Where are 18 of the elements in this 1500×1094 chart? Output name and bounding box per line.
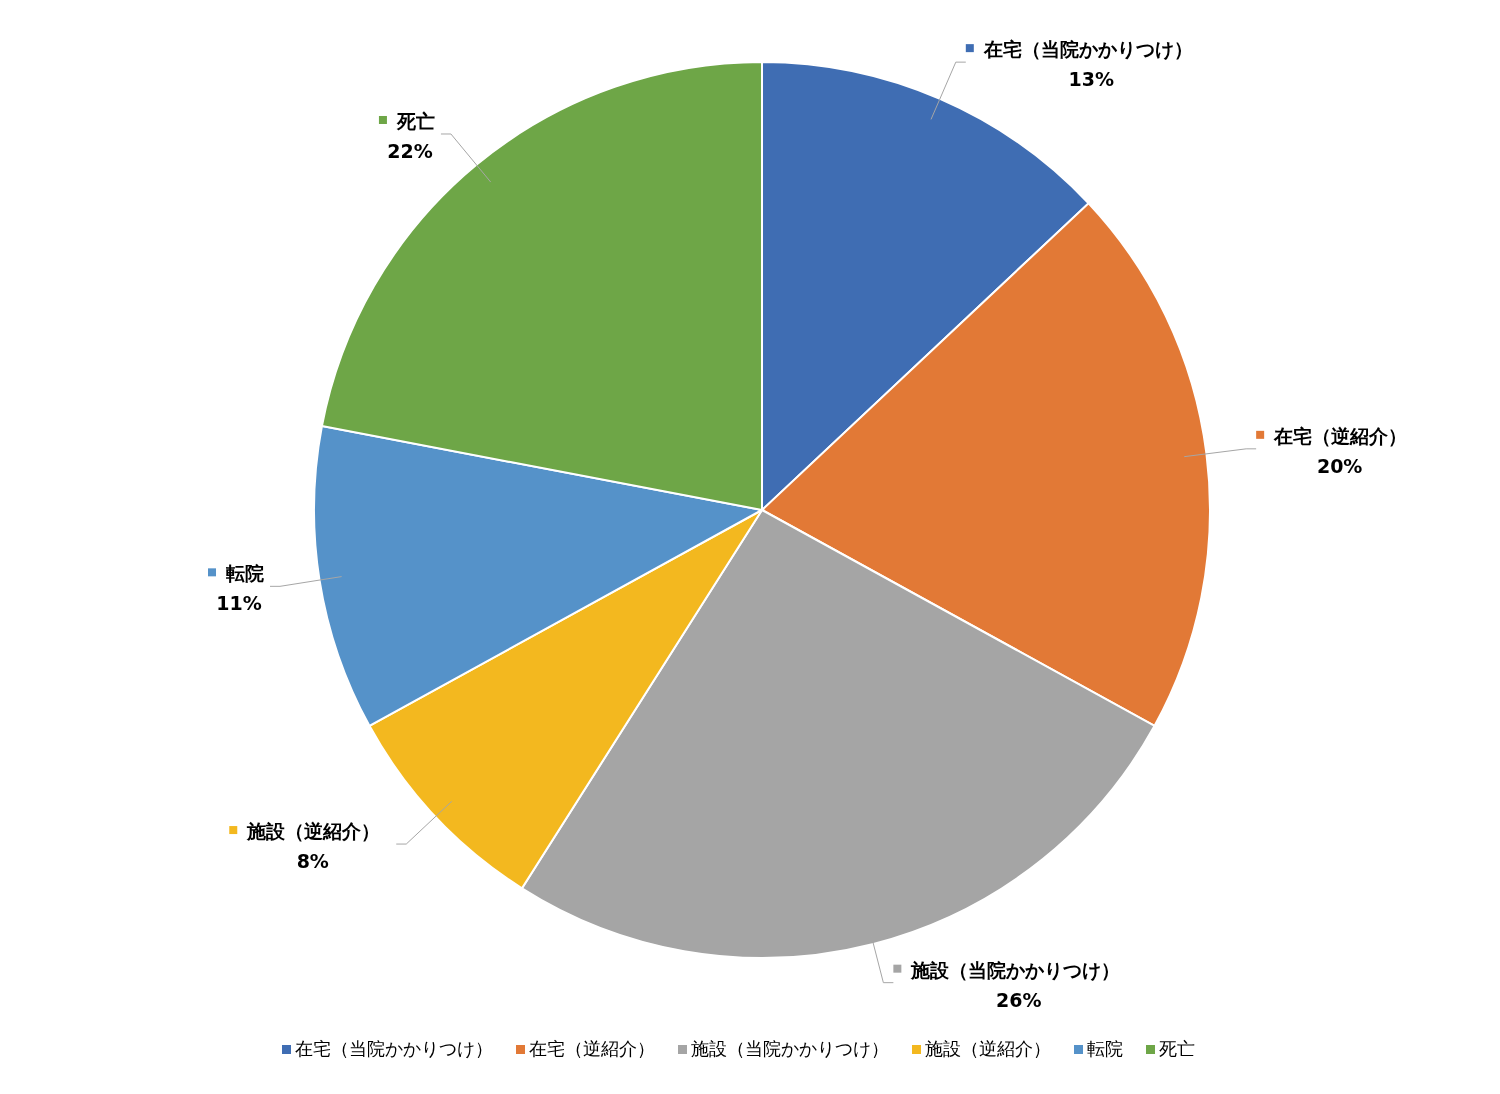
category-label: 死亡 [1159,1038,1195,1059]
data-label: 22% [387,139,433,162]
data-label: 20% [1316,454,1363,477]
category-label: 在宅（逆紹介） [529,1038,655,1059]
category-label: 施設（当院かかりつけ） [691,1038,889,1059]
data-label: 8% [296,850,329,873]
legend-label: 施設（逆紹介） [246,820,381,843]
legend-label: 在宅（逆紹介） [1273,424,1408,447]
legend-label: 在宅（当院かかりつけ） [982,38,1193,61]
data-label: 13% [1068,68,1115,91]
legend-label: 施設（当院かかりつけ） [910,958,1121,981]
category-label: 施設（逆紹介） [925,1038,1051,1059]
data-label: 26% [996,988,1042,1011]
legend-label: 死亡 [395,109,435,132]
category-label: 転院 [1087,1038,1123,1059]
data-label: 11% [216,592,262,615]
category-label: 在宅（当院かかりつけ） [295,1038,493,1059]
legend-label: 転院 [226,562,265,585]
